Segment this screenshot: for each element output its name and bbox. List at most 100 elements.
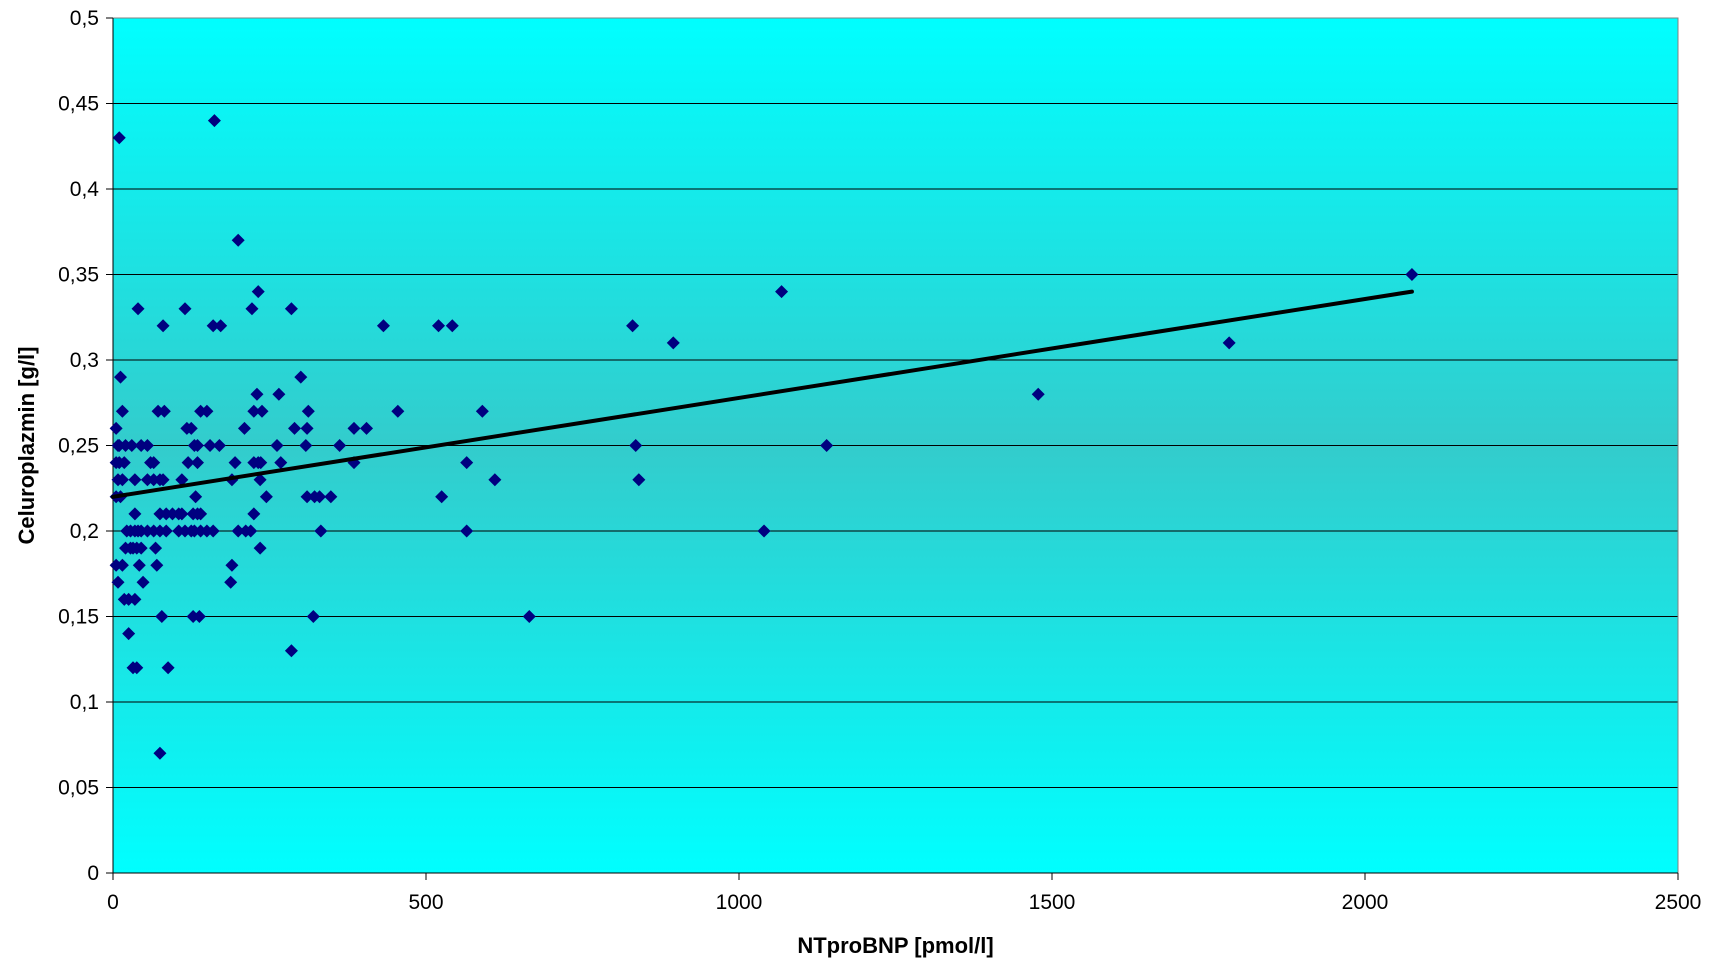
data-point: [115, 558, 129, 572]
data-point: [161, 661, 175, 675]
data-point: [270, 439, 284, 452]
data-point: [131, 302, 145, 316]
data-point: [360, 421, 374, 435]
data-point: [301, 404, 315, 418]
data-point: [247, 404, 261, 418]
data-point: [294, 370, 308, 384]
data-point: [122, 627, 136, 641]
data-point: [212, 439, 226, 452]
data-point: [247, 507, 261, 521]
data-point: [314, 524, 328, 538]
data-point: [125, 439, 139, 452]
data-point: [115, 473, 129, 487]
x-tick-labels: 0 500 1000 1500 2000 2500: [107, 891, 1701, 914]
y-axis-title: Celuroplazmin [g/l]: [14, 347, 39, 545]
x-axis-title: NTproBNP [pmol/l]: [797, 933, 993, 958]
data-point: [475, 404, 489, 418]
data-point: [175, 473, 189, 487]
data-point: [1405, 268, 1419, 281]
y-tick-label: 0,15: [58, 606, 99, 629]
data-point: [114, 370, 128, 384]
data-point: [117, 456, 131, 470]
data-point: [140, 439, 154, 452]
data-point: [128, 507, 142, 521]
y-tick-label: 0,35: [58, 264, 99, 287]
data-point: [1031, 387, 1045, 401]
data-point: [191, 456, 205, 470]
data-point: [254, 456, 268, 470]
data-point: [324, 490, 338, 504]
data-point: [522, 610, 536, 623]
data-point: [150, 558, 164, 572]
data-point: [460, 524, 474, 538]
data-point: [214, 319, 228, 333]
data-point: [175, 507, 189, 521]
x-tick-label: 1000: [716, 891, 763, 914]
data-point: [376, 319, 390, 333]
data-point: [157, 404, 171, 418]
data-point: [159, 524, 173, 538]
data-point: [259, 490, 273, 504]
data-points: [109, 114, 1419, 760]
data-point: [306, 610, 320, 623]
data-point: [115, 404, 129, 418]
data-point: [184, 421, 198, 435]
data-point: [132, 558, 146, 572]
data-point: [231, 233, 245, 247]
data-point: [156, 319, 170, 333]
data-point: [109, 421, 123, 435]
y-tick-label: 0,1: [70, 691, 99, 714]
data-point: [300, 421, 314, 435]
data-point: [284, 644, 298, 658]
data-point: [189, 490, 203, 504]
data-point: [300, 490, 314, 504]
data-point: [207, 114, 221, 128]
data-point: [253, 473, 267, 487]
data-point: [391, 404, 405, 418]
data-point: [225, 558, 239, 572]
data-point: [149, 541, 163, 555]
data-point: [288, 421, 302, 435]
data-point: [666, 336, 680, 350]
data-point: [128, 473, 142, 487]
data-point: [128, 592, 142, 606]
data-point: [192, 610, 206, 623]
data-point: [299, 439, 313, 452]
data-point: [253, 541, 267, 555]
data-point: [155, 610, 169, 623]
data-point: [445, 319, 459, 333]
y-tick-label: 0,25: [58, 435, 99, 458]
data-point: [775, 285, 789, 299]
y-tick-label: 0,4: [70, 178, 100, 201]
data-point: [250, 387, 264, 401]
data-point: [206, 319, 220, 333]
data-point: [1222, 336, 1236, 350]
data-point: [313, 490, 327, 504]
data-point: [251, 285, 265, 299]
y-tick-label: 0,2: [70, 520, 99, 543]
data-point: [200, 404, 214, 418]
x-tick-label: 1500: [1029, 891, 1076, 914]
data-point: [206, 524, 220, 538]
data-point: [194, 507, 208, 521]
data-point: [231, 524, 245, 538]
data-point: [147, 456, 161, 470]
y-tick-label: 0,3: [70, 349, 99, 372]
data-point: [153, 746, 167, 760]
data-point: [191, 439, 205, 452]
data-point: [244, 524, 258, 538]
x-tick-label: 500: [408, 891, 443, 914]
x-tick-label: 2500: [1655, 891, 1702, 914]
data-point: [245, 302, 259, 316]
y-tick-label: 0: [87, 862, 99, 885]
y-tick-label: 0,05: [58, 777, 99, 800]
data-point: [274, 456, 288, 470]
data-point: [181, 456, 195, 470]
trendline: [111, 289, 1414, 499]
y-tick-label: 0,5: [70, 7, 99, 30]
data-point: [156, 473, 170, 487]
data-point: [130, 661, 144, 675]
data-point: [757, 524, 771, 538]
data-point: [460, 456, 474, 470]
